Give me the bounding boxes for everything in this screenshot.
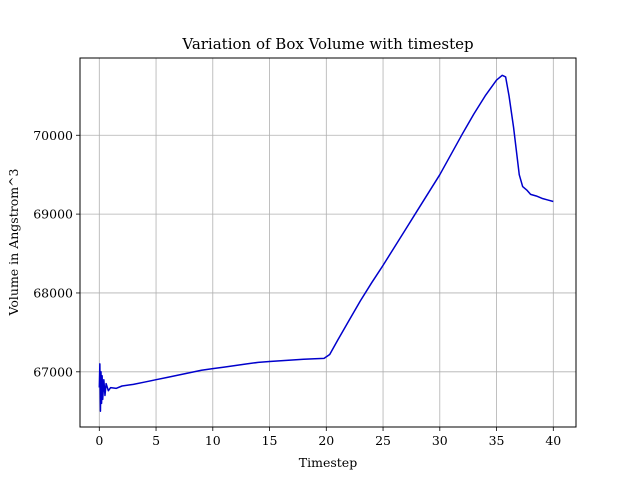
y-tick-label: 67000 (33, 364, 73, 379)
chart-title: Variation of Box Volume with timestep (181, 35, 473, 53)
y-tick-label: 68000 (33, 285, 73, 300)
y-axis-label: Volume in Angstrom^3 (6, 168, 21, 316)
x-tick-label: 20 (318, 433, 334, 448)
y-tick-label: 69000 (33, 207, 73, 222)
volume-series-line (98, 74, 554, 412)
x-tick-label: 30 (432, 433, 448, 448)
x-tick-label: 25 (375, 433, 391, 448)
x-axis-label: Timestep (299, 455, 357, 470)
plot-area (98, 74, 554, 412)
y-axis-ticks: 67000 68000 69000 70000 (33, 128, 80, 379)
x-tick-label: 40 (545, 433, 561, 448)
y-tick-label: 70000 (33, 128, 73, 143)
x-tick-label: 5 (152, 433, 160, 448)
x-axis-ticks: 0 5 10 15 20 25 30 35 40 (95, 427, 561, 448)
x-tick-label: 0 (95, 433, 103, 448)
grid-lines (80, 58, 576, 427)
x-tick-label: 35 (489, 433, 505, 448)
x-tick-label: 15 (262, 433, 278, 448)
x-tick-label: 10 (205, 433, 221, 448)
axes-frame (79, 57, 577, 428)
